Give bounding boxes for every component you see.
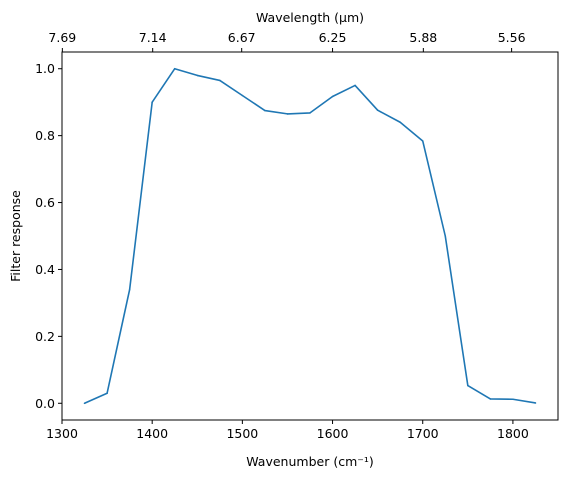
y-axis: 0.0 0.2 0.4 0.6 0.8 1.0 (35, 61, 62, 411)
data-point (309, 112, 311, 114)
data-point (354, 84, 356, 87)
top-tick-label: 7.14 (139, 30, 167, 45)
top-tick-label: 5.88 (409, 30, 437, 45)
top-x-axis: 7.69 7.14 6.67 6.25 5.88 5.56 (48, 30, 526, 52)
data-point (421, 140, 424, 142)
data-point (83, 402, 86, 405)
top-tick-label: 7.69 (48, 30, 76, 45)
y-tick-label: 0.8 (35, 128, 55, 143)
data-point (444, 235, 447, 237)
data-point (399, 121, 401, 124)
data-point (489, 398, 492, 400)
x-tick-label: 1600 (317, 426, 349, 441)
top-tick-label: 6.25 (319, 30, 347, 45)
data-point (534, 402, 537, 404)
series-layer (83, 67, 537, 405)
data-point (467, 384, 469, 387)
y-tick-label: 1.0 (35, 61, 55, 76)
data-point (286, 113, 289, 115)
x-tick-label: 1400 (136, 426, 168, 441)
top-tick-label: 6.67 (228, 30, 256, 45)
data-point (151, 101, 153, 103)
x-axis-label: Wavenumber (cm⁻¹) (246, 454, 373, 469)
top-tick-label: 5.56 (498, 30, 526, 45)
data-point (241, 94, 244, 97)
x-tick-label: 1300 (46, 426, 78, 441)
data-point (376, 109, 379, 112)
top-axis-label: Wavelength (μm) (256, 10, 364, 25)
data-point (128, 288, 131, 291)
data-point (196, 74, 199, 77)
y-tick-label: 0.4 (35, 262, 55, 277)
x-tick-label: 1700 (407, 426, 439, 441)
x-tick-label: 1800 (497, 426, 529, 441)
data-point (173, 67, 176, 70)
x-tick-label: 1500 (226, 426, 258, 441)
data-point (264, 109, 266, 112)
y-tick-label: 0.6 (35, 195, 55, 210)
data-point (331, 95, 334, 98)
data-point (219, 79, 221, 82)
data-point (106, 392, 108, 395)
y-tick-label: 0.2 (35, 329, 55, 344)
bottom-x-axis: 1300 1400 1500 1600 1700 1800 (46, 420, 529, 441)
y-axis-label: Filter response (8, 190, 23, 282)
y-tick-label: 0.0 (35, 396, 55, 411)
data-point (512, 398, 514, 401)
